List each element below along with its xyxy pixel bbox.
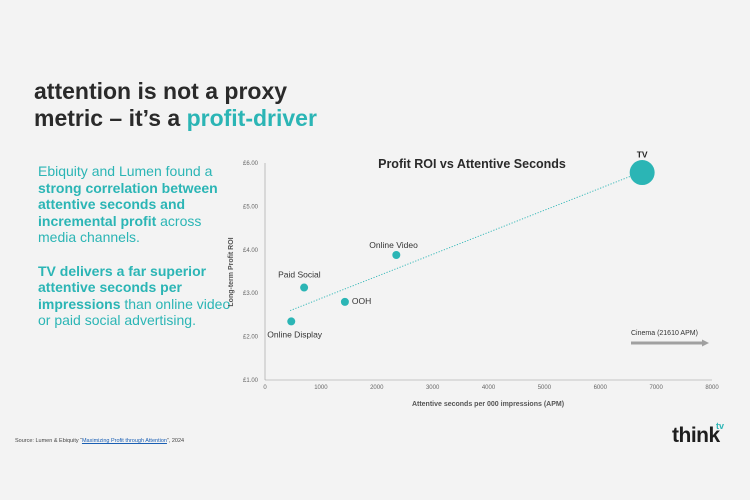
trendline (289, 171, 643, 311)
logo-main: think (672, 424, 720, 447)
point-label-ooh: OOH (352, 296, 371, 306)
cinema-annotation: Cinema (21610 APM) (631, 330, 698, 337)
y-tick-label: £1.00 (243, 378, 259, 384)
point-paid-social (300, 283, 309, 292)
point-label-online-display: Online Display (267, 329, 323, 339)
y-tick-label: £4.00 (243, 248, 259, 254)
point-tv (629, 160, 655, 186)
source-link[interactable]: Maximizing Profit through Attention (81, 438, 167, 444)
x-tick-label: 5000 (538, 385, 552, 391)
x-tick-labels: 0 1000 2000 3000 4000 5000 6000 7000 8000 (263, 385, 719, 391)
y-tick-label: £6.00 (243, 161, 259, 167)
x-tick-label: 4000 (482, 385, 496, 391)
p1-text-a: Ebiquity and Lumen found a (38, 163, 213, 179)
headline-line1: attention is not a proxy (34, 78, 288, 104)
thinktv-logo: think tv (672, 421, 724, 448)
data-points: Online Display Paid Social OOH Online Video… (267, 150, 655, 339)
y-tick-label: £2.00 (243, 335, 259, 341)
body-text: Ebiquity and Lumen found a strong correl… (38, 163, 233, 346)
point-ooh (340, 297, 349, 306)
x-tick-label: 8000 (705, 385, 719, 391)
p2-text-b: than online video or paid social adverti… (38, 295, 231, 329)
headline-accent: profit-driver (186, 105, 317, 131)
paragraph-2: TV delivers a far superior attentive sec… (38, 263, 233, 329)
point-online-display (287, 317, 296, 326)
logo-sup: tv (716, 421, 725, 431)
p2-text-bold: TV delivers a far superior attentive sec… (38, 262, 207, 312)
source-citation: Source: Lumen & Ebiquity “Maximizing Pro… (15, 438, 184, 444)
x-tick-label: 7000 (649, 385, 663, 391)
point-label-tv: TV (637, 150, 648, 160)
headline: attention is not a proxy metric – it’s a… (34, 78, 317, 132)
x-tick-label: 1000 (314, 385, 328, 391)
y-axis-label: Long-term Profit ROI (228, 237, 235, 306)
point-label-online-video: Online Video (369, 240, 418, 250)
paragraph-1: Ebiquity and Lumen found a strong correl… (38, 163, 233, 246)
x-tick-label: 6000 (594, 385, 608, 391)
y-tick-label: £5.00 (243, 204, 259, 210)
point-label-paid-social: Paid Social (278, 270, 321, 280)
headline-line2-prefix: metric – it’s a (34, 105, 187, 131)
x-tick-label: 3000 (426, 385, 440, 391)
p1-text-c: across media channels. (38, 212, 202, 246)
source-prefix: Source: Lumen & Ebiquity “ (15, 438, 82, 444)
x-tick-label: 0 (263, 385, 267, 391)
source-suffix: ”, 2024 (166, 438, 185, 444)
y-tick-labels: £1.00 £2.00 £3.00 £4.00 £5.00 £6.00 (243, 161, 259, 384)
p1-text-bold: strong correlation between attentive sec… (38, 179, 218, 229)
x-axis-label: Attentive seconds per 000 impressions (A… (412, 401, 564, 408)
point-online-video (392, 251, 401, 260)
chart-title: Profit ROI vs Attentive Seconds (378, 157, 566, 171)
y-tick-label: £3.00 (243, 291, 259, 297)
x-tick-label: 2000 (370, 385, 384, 391)
cinema-arrow (631, 339, 709, 347)
